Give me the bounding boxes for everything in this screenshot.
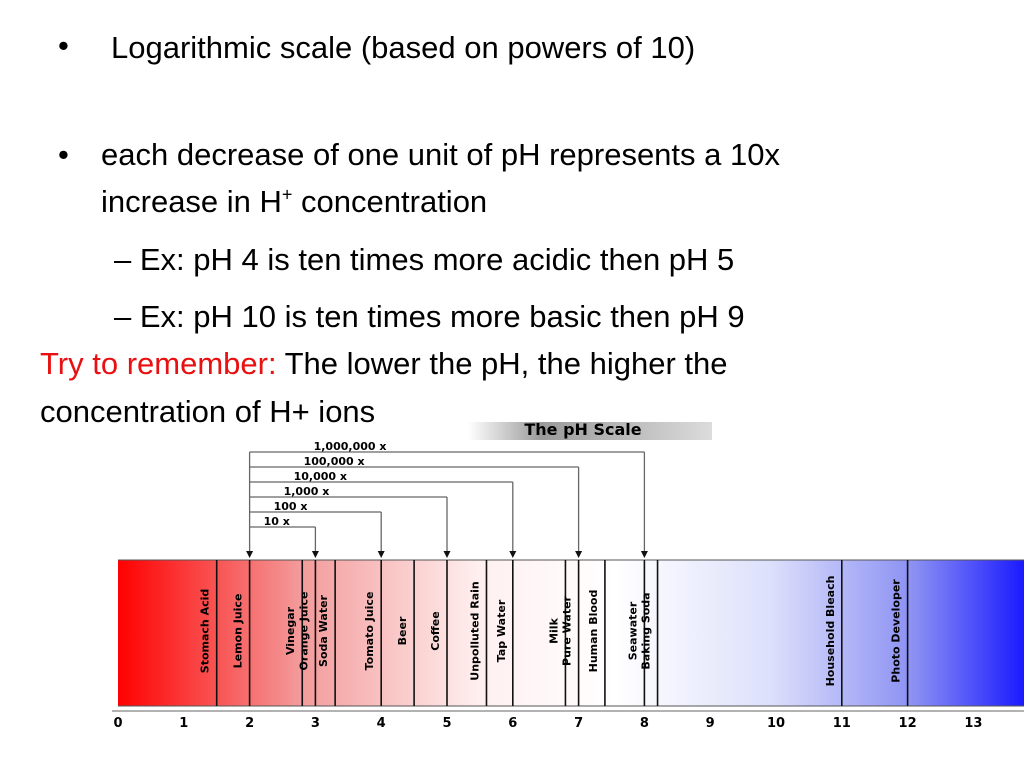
bracket-arrow-0 (640, 551, 648, 558)
ph-tick-label-9: 9 (706, 716, 715, 731)
remember-text: The lower the pH, the higher the (276, 346, 728, 381)
substance-label-orange-juice: Orange Juice (297, 592, 310, 671)
ph-tick-label-3: 3 (311, 716, 320, 731)
bracket-arrow-1 (575, 551, 583, 558)
ph-tick-label-1: 1 (179, 716, 188, 731)
ph-tick-label-5: 5 (442, 716, 451, 731)
ph-tick-label-4: 4 (377, 716, 386, 731)
line2-pre: increase in H (101, 184, 282, 219)
substance-label-baking-soda: Baking Soda (640, 592, 653, 669)
bracket-left-arrow (246, 551, 254, 558)
ph-tick-label-8: 8 (640, 716, 649, 731)
multiplier-label-2: 10,000 x (294, 470, 347, 483)
substance-label-tomato-juice: Tomato Juice (363, 592, 376, 671)
line2-post: concentration (292, 184, 488, 219)
ph-tick-label-13: 13 (964, 716, 982, 731)
bracket-arrow-2 (509, 551, 517, 558)
title-backdrop (468, 422, 712, 440)
substance-label-photo-developer: Photo Developer (890, 579, 903, 683)
ph-tick-label-7: 7 (574, 716, 583, 731)
substance-markers: Stomach Acid Lemon Juice Vinegar Orange Jui… (199, 560, 909, 706)
ph-gradient-bar (118, 560, 1024, 706)
substance-label-human-blood: Human Blood (587, 590, 600, 673)
ph-tick-labels: 0 1 2 3 4 5 6 7 8 9 10 11 12 13 (113, 716, 982, 731)
ph-tick-label-6: 6 (508, 716, 517, 731)
ph-scale-diagram: The pH Scale 1,000,000 x 100,000 x 10,000 … (112, 420, 1024, 731)
ph-tick-label-2: 2 (245, 716, 254, 731)
substance-label-vinegar: Vinegar (284, 606, 297, 655)
substance-label-unpolluted-rain: Unpolluted Rain (468, 581, 481, 680)
diagram-title: The pH Scale (524, 420, 641, 439)
sub-bullet-2: – Ex: pH 10 is ten times more basic then… (114, 299, 745, 334)
multiplier-label-3: 1,000 x (284, 485, 330, 498)
multiplier-label-4: 100 x (274, 500, 308, 513)
remember-label: Try to remember: (40, 346, 277, 381)
ph-tick-label-11: 11 (833, 716, 851, 731)
ph-tick-label-12: 12 (899, 716, 917, 731)
substance-label-pure-water: Pure Water (561, 595, 574, 665)
multiplier-label-1: 100,000 x (304, 455, 365, 468)
bracket-arrow-5 (311, 551, 319, 558)
bullet-dot-1: • (58, 28, 69, 63)
bullet-text-2-line1: each decrease of one unit of pH represen… (101, 137, 780, 172)
superscript-plus: + (281, 184, 293, 205)
multiplier-label-5: 10 x (264, 515, 290, 528)
substance-label-household-bleach: Household Bleach (824, 576, 837, 687)
substance-label-coffee: Coffee (429, 611, 442, 650)
bullet-dot-2: • (58, 137, 69, 172)
remember-line-2: concentration of H+ ions (40, 394, 376, 429)
substance-label-stomach-acid: Stomach Acid (199, 589, 212, 673)
multiplier-brackets: 1,000,000 x 100,000 x 10,000 x 1,000 x 100 x… (246, 440, 648, 558)
substance-label-beer: Beer (396, 616, 409, 645)
substance-label-seawater: Seawater (626, 601, 639, 660)
remember-line-1: Try to remember: The lower the pH, the h… (40, 346, 728, 382)
substance-label-soda-water: Soda Water (317, 594, 330, 666)
bracket-arrow-4 (377, 551, 385, 558)
bullet-text-2-line2: increase in H+ concentration (101, 184, 487, 220)
substance-label-milk: Milk (547, 617, 560, 643)
bullet-text-1: Logarithmic scale (based on powers of 10… (111, 30, 696, 65)
ph-tick-label-0: 0 (113, 716, 122, 731)
bracket-arrow-3 (443, 551, 451, 558)
sub-bullet-1: – Ex: pH 4 is ten times more acidic then… (114, 242, 735, 277)
multiplier-label-0: 1,000,000 x (314, 440, 387, 453)
substance-label-tap-water: Tap Water (495, 599, 508, 662)
substance-label-lemon-juice: Lemon Juice (232, 594, 245, 669)
ph-tick-label-10: 10 (767, 716, 785, 731)
